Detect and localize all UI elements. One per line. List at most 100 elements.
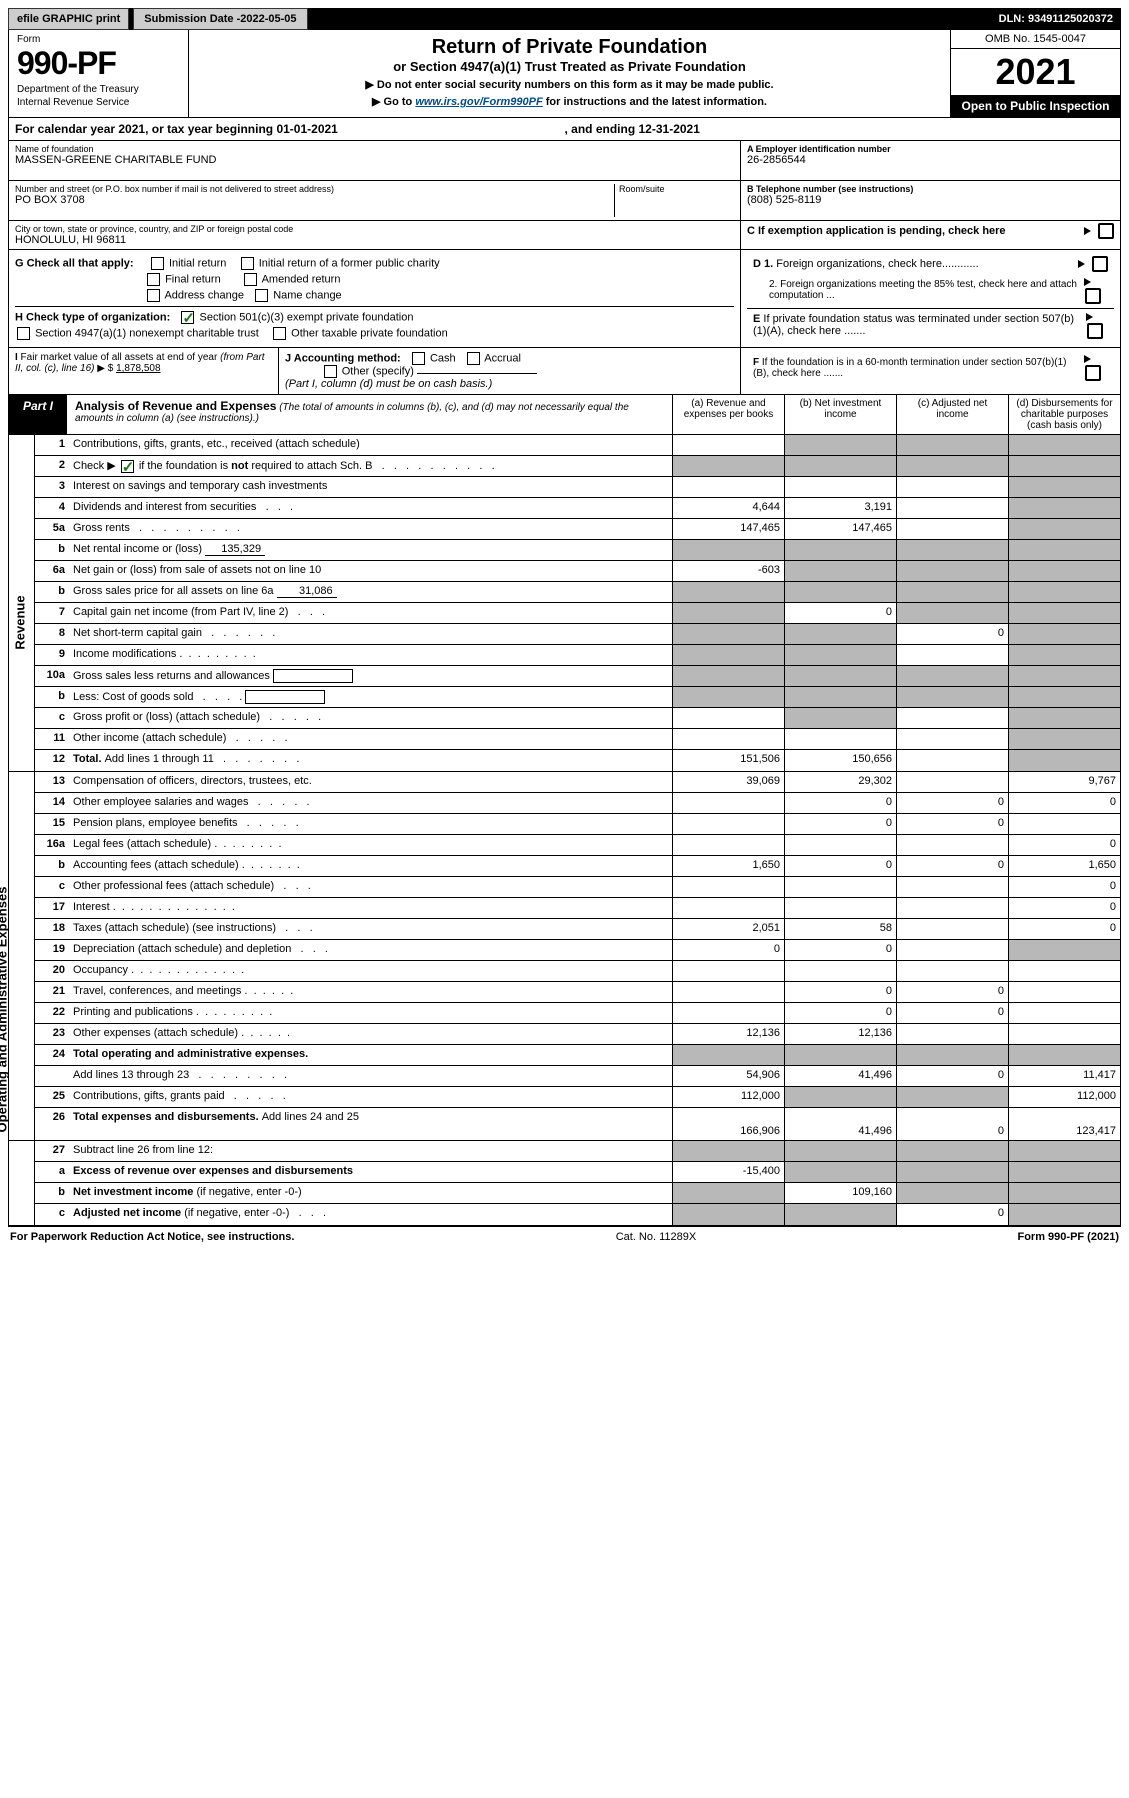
g-address-change-cb[interactable] bbox=[147, 289, 160, 302]
ein-label: A Employer identification number bbox=[747, 144, 1114, 154]
g-name-change-cb[interactable] bbox=[255, 289, 268, 302]
arrow-icon bbox=[1084, 355, 1091, 363]
j-opt-other: Other (specify) bbox=[342, 365, 414, 377]
h-other-cb[interactable] bbox=[273, 327, 286, 340]
page-footer: For Paperwork Reduction Act Notice, see … bbox=[8, 1226, 1121, 1247]
d2-checkbox[interactable] bbox=[1085, 288, 1101, 304]
form-title: Return of Private Foundation bbox=[197, 36, 942, 59]
line-27c: Adjusted net income (if negative, enter … bbox=[69, 1204, 672, 1225]
irs-link[interactable]: www.irs.gov/Form990PF bbox=[415, 96, 542, 108]
dept-irs: Internal Revenue Service bbox=[17, 97, 180, 108]
form-number: 990-PF bbox=[17, 45, 180, 82]
line-5b: Net rental income or (loss) 135,329 bbox=[69, 540, 672, 560]
arrow-icon bbox=[1084, 278, 1091, 286]
city-state-zip: HONOLULU, HI 96811 bbox=[15, 234, 734, 246]
f-label: F If the foundation is in a 60-month ter… bbox=[753, 357, 1081, 379]
i-value: 1,878,508 bbox=[116, 363, 161, 374]
section-g-h: G Check all that apply: Initial return I… bbox=[8, 250, 1121, 348]
j-cash-cb[interactable] bbox=[412, 352, 425, 365]
line-12: Total. Add lines 1 through 11 . . . . . … bbox=[69, 750, 672, 771]
line-16a: Legal fees (attach schedule) . . . . . .… bbox=[69, 835, 672, 855]
footer-right: Form 990-PF (2021) bbox=[1017, 1231, 1119, 1243]
revenue-vlabel: Revenue bbox=[13, 595, 28, 649]
g-opt-amended: Amended return bbox=[262, 273, 341, 285]
arrow-icon bbox=[1086, 313, 1093, 321]
h-4947-cb[interactable] bbox=[17, 327, 30, 340]
line-21: Travel, conferences, and meetings . . . … bbox=[69, 982, 672, 1002]
line-27: Subtract line 26 from line 12: bbox=[69, 1141, 672, 1161]
h-label: H Check type of organization: bbox=[15, 311, 170, 323]
expenses-section: Operating and Administrative Expenses 13… bbox=[8, 772, 1121, 1141]
line-11: Other income (attach schedule) . . . . . bbox=[69, 729, 672, 749]
calendar-year-row: For calendar year 2021, or tax year begi… bbox=[8, 118, 1121, 141]
g-initial-former-cb[interactable] bbox=[241, 257, 254, 270]
line-8: Net short-term capital gain . . . . . . bbox=[69, 624, 672, 644]
g-opt-addr: Address change bbox=[164, 289, 244, 301]
j-opt-cash: Cash bbox=[430, 352, 456, 364]
line-3: Interest on savings and temporary cash i… bbox=[69, 477, 672, 497]
part-1-header: Part I Analysis of Revenue and Expenses … bbox=[8, 395, 1121, 435]
dln: DLN: 93491125020372 bbox=[991, 9, 1121, 29]
col-b-header: (b) Net investment income bbox=[784, 395, 896, 434]
line-4: Dividends and interest from securities .… bbox=[69, 498, 672, 518]
h-opt-4947: Section 4947(a)(1) nonexempt charitable … bbox=[35, 327, 259, 339]
line-23: Other expenses (attach schedule) . . . .… bbox=[69, 1024, 672, 1044]
line-6a: Net gain or (loss) from sale of assets n… bbox=[69, 561, 672, 581]
section-i-j-f: I Fair market value of all assets at end… bbox=[8, 348, 1121, 395]
col-a-header: (a) Revenue and expenses per books bbox=[672, 395, 784, 434]
c-checkbox[interactable] bbox=[1098, 223, 1114, 239]
line-5a: Gross rents . . . . . . . . . bbox=[69, 519, 672, 539]
g-initial-return-cb[interactable] bbox=[151, 257, 164, 270]
line-20: Occupancy . . . . . . . . . . . . . bbox=[69, 961, 672, 981]
line-2: Check ▶ if the foundation is not require… bbox=[69, 456, 672, 476]
form-label: Form bbox=[17, 34, 180, 45]
open-public: Open to Public Inspection bbox=[951, 95, 1120, 117]
j-accrual-cb[interactable] bbox=[467, 352, 480, 365]
arrow-icon bbox=[1084, 227, 1091, 235]
efile-print-button[interactable]: efile GRAPHIC print bbox=[8, 8, 129, 30]
g-final-return-cb[interactable] bbox=[147, 273, 160, 286]
line-10c: Gross profit or (loss) (attach schedule)… bbox=[69, 708, 672, 728]
line-1: Contributions, gifts, grants, etc., rece… bbox=[69, 435, 672, 455]
line-16c: Other professional fees (attach schedule… bbox=[69, 877, 672, 897]
g-amended-cb[interactable] bbox=[244, 273, 257, 286]
tax-year: 2021 bbox=[951, 49, 1120, 95]
foundation-name: MASSEN-GREENE CHARITABLE FUND bbox=[15, 154, 734, 166]
line-24b: Add lines 13 through 23 . . . . . . . . bbox=[69, 1066, 672, 1086]
arrow-icon bbox=[1078, 260, 1085, 268]
summary-section: 27Subtract line 26 from line 12: aExcess… bbox=[8, 1141, 1121, 1226]
line-22: Printing and publications . . . . . . . … bbox=[69, 1003, 672, 1023]
c-label: C If exemption application is pending, c… bbox=[747, 225, 1006, 237]
line-6b: Gross sales price for all assets on line… bbox=[69, 582, 672, 602]
city-label: City or town, state or province, country… bbox=[15, 224, 734, 234]
phone-label: B Telephone number (see instructions) bbox=[747, 184, 1114, 194]
top-bar: efile GRAPHIC print Submission Date - 20… bbox=[8, 8, 1121, 30]
line-10a: Gross sales less returns and allowances bbox=[69, 666, 672, 686]
ein-value: 26-2856544 bbox=[747, 154, 1114, 166]
d1-checkbox[interactable] bbox=[1092, 256, 1108, 272]
line-24: Total operating and administrative expen… bbox=[69, 1045, 672, 1065]
part-title: Analysis of Revenue and Expenses bbox=[75, 399, 276, 413]
footer-left: For Paperwork Reduction Act Notice, see … bbox=[10, 1231, 294, 1243]
part-tag: Part I bbox=[9, 395, 67, 434]
line-10b: Less: Cost of goods sold . . . . bbox=[69, 687, 672, 707]
h-501c3-cb[interactable] bbox=[181, 311, 194, 324]
j-other-cb[interactable] bbox=[324, 365, 337, 378]
g-label: G Check all that apply: bbox=[15, 257, 134, 269]
line-14: Other employee salaries and wages . . . … bbox=[69, 793, 672, 813]
line-25: Contributions, gifts, grants paid . . . … bbox=[69, 1087, 672, 1107]
h-opt-other: Other taxable private foundation bbox=[291, 327, 448, 339]
dept-treasury: Department of the Treasury bbox=[17, 84, 180, 95]
goto-note: ▶ Go to www.irs.gov/Form990PF for instru… bbox=[197, 95, 942, 108]
addr-label: Number and street (or P.O. box number if… bbox=[15, 184, 614, 194]
omb-number: OMB No. 1545-0047 bbox=[951, 30, 1120, 49]
line-7: Capital gain net income (from Part IV, l… bbox=[69, 603, 672, 623]
form-header: Form 990-PF Department of the Treasury I… bbox=[8, 30, 1121, 118]
e-label: E If private foundation status was termi… bbox=[753, 313, 1083, 337]
f-checkbox[interactable] bbox=[1085, 365, 1101, 381]
room-label: Room/suite bbox=[619, 184, 734, 194]
opex-vlabel: Operating and Administrative Expenses bbox=[0, 887, 9, 1133]
e-checkbox[interactable] bbox=[1087, 323, 1103, 339]
schb-checkbox[interactable] bbox=[121, 460, 134, 473]
submission-date: Submission Date - 2022-05-05 bbox=[133, 8, 307, 30]
